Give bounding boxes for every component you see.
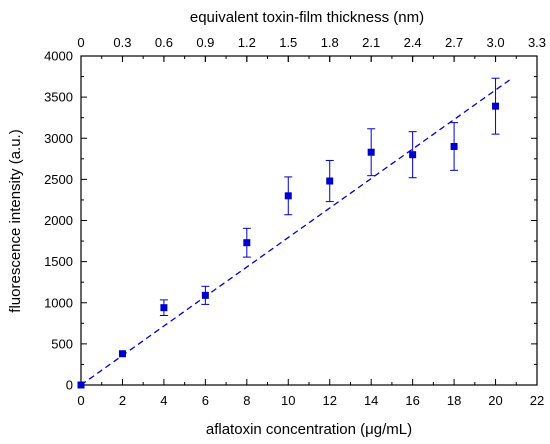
plot-frame: [80, 55, 538, 386]
data-point: [243, 239, 251, 247]
top-tick-label: 3.0: [487, 35, 505, 50]
top-axis: 0 0.3 0.6 0.9 1.2 1.5 1.8 2.1 2.4 2.7 3.0 3.3: [77, 35, 546, 62]
y-tick-label: 1000: [44, 295, 73, 310]
top-tick-label: 1.2: [238, 35, 256, 50]
x-tick-label: 4: [160, 393, 167, 408]
data-point: [201, 291, 209, 299]
data-point: [284, 192, 292, 200]
x-tick-label: 2: [119, 393, 126, 408]
top-tick-label: 3.3: [528, 35, 546, 50]
x-tick-label: 16: [405, 393, 419, 408]
fit-line-layer: [80, 77, 513, 386]
y-tick-label: 4000: [44, 49, 73, 64]
y-axis: 0 500 1000 1500 2000 2500 3000 3500 4000: [44, 49, 537, 393]
y-tick-label: 2500: [44, 172, 73, 187]
data-point: [326, 177, 334, 185]
data-points-layer: [77, 77, 500, 389]
y-tick-label: 1500: [44, 254, 73, 269]
x-axis: 0 2 4 6 8 10 12 14 16 18 20 22: [77, 56, 544, 408]
x-tick-label: 20: [488, 393, 502, 408]
top-tick-label: 0.9: [196, 35, 214, 50]
x-tick-label: 8: [243, 393, 250, 408]
top-tick-label: 2.1: [362, 35, 380, 50]
x-axis-title: aflatoxin concentration (μg/mL): [206, 421, 412, 438]
y-tick-label: 2000: [44, 213, 73, 228]
top-tick-label: 2.4: [404, 35, 422, 50]
x-tick-label: 22: [530, 393, 544, 408]
top-tick-label: 0.3: [113, 35, 131, 50]
data-point: [367, 148, 375, 156]
top-tick-label: 1.8: [321, 35, 339, 50]
data-point: [118, 350, 126, 358]
data-point: [77, 381, 85, 389]
top-axis-title: equivalent toxin-film thickness (nm): [190, 9, 424, 26]
y-tick-label: 0: [66, 378, 73, 393]
y-tick-label: 500: [51, 336, 73, 351]
top-tick-label: 2.7: [445, 35, 463, 50]
x-tick-label: 14: [364, 393, 378, 408]
data-point: [450, 142, 458, 150]
x-tick-label: 6: [202, 393, 209, 408]
top-tick-label: 0.6: [155, 35, 173, 50]
x-tick-label: 0: [77, 393, 84, 408]
fit-line: [80, 77, 513, 386]
y-tick-label: 3000: [44, 131, 73, 146]
y-axis-title: fluorescence intensity (a.u.): [7, 129, 24, 312]
x-tick-label: 18: [447, 393, 461, 408]
data-point: [409, 151, 417, 159]
data-point: [160, 304, 168, 312]
data-point: [492, 102, 500, 110]
x-tick-label: 10: [281, 393, 295, 408]
y-tick-label: 3500: [44, 90, 73, 105]
top-tick-label: 0: [77, 35, 84, 50]
x-tick-label: 12: [322, 393, 336, 408]
top-tick-label: 1.5: [279, 35, 297, 50]
